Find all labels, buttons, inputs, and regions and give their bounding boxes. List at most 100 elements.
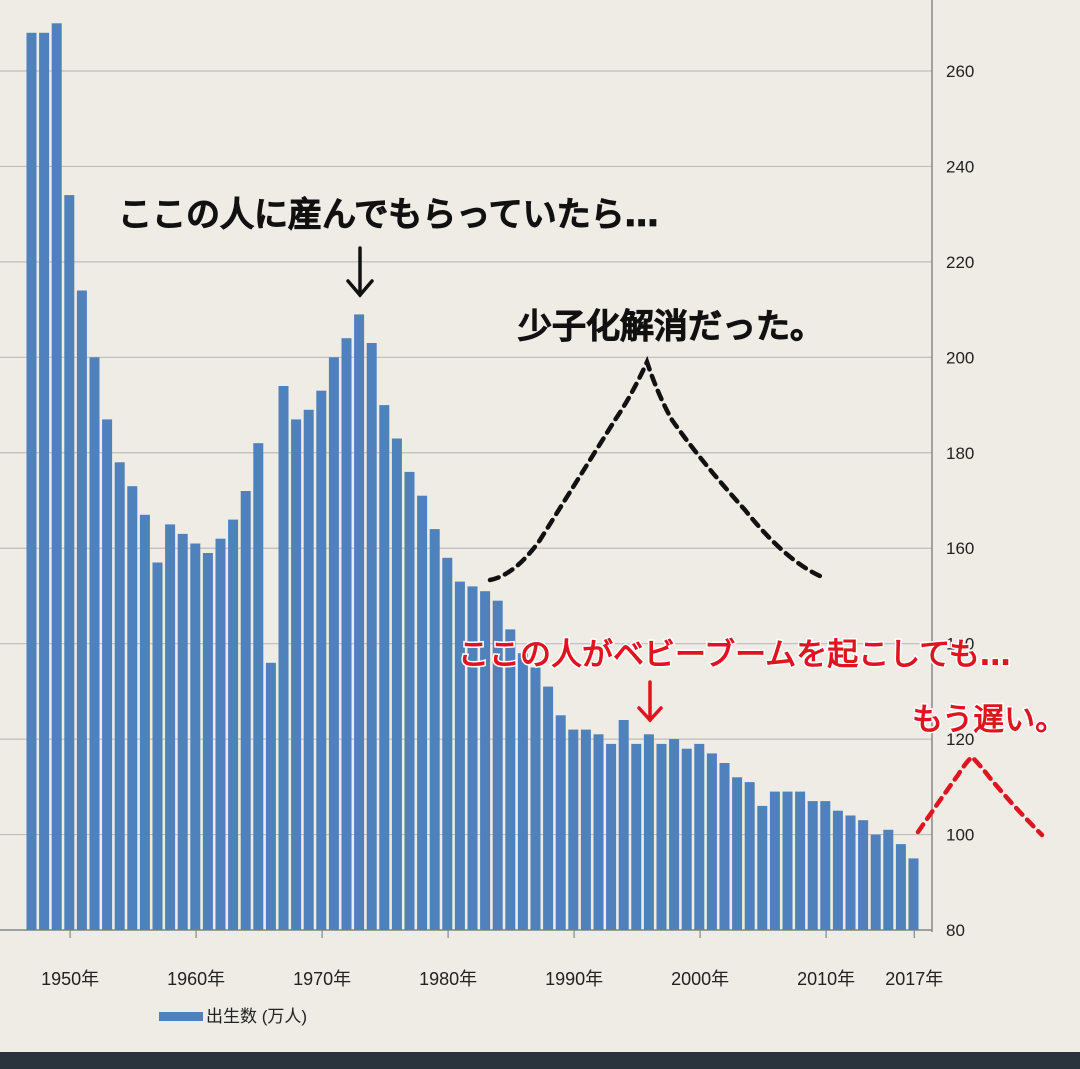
bars (26, 23, 919, 931)
y-tick-180: 180 (946, 444, 974, 463)
bar-1970 (316, 390, 327, 930)
bar-2014 (870, 834, 881, 930)
bar-2005 (757, 805, 768, 930)
bar-1971 (328, 357, 339, 930)
bar-2007 (782, 791, 793, 930)
bar-2011 (832, 810, 843, 930)
bar-1962 (215, 538, 226, 930)
bar-1968 (291, 419, 302, 930)
x-tick-1970: 1970年 (293, 969, 351, 989)
bar-2013 (858, 820, 869, 930)
annotation-late-text: もう遅い。 (912, 702, 1066, 738)
bar-1988 (543, 686, 554, 930)
bar-2006 (769, 791, 780, 930)
x-tick-1950: 1950年 (41, 969, 99, 989)
bar-2000 (694, 743, 705, 930)
bar-1956 (139, 514, 150, 930)
bar-1992 (593, 734, 604, 930)
bar-1961 (202, 553, 213, 930)
bar-1972 (341, 338, 352, 930)
bar-1949 (51, 23, 62, 931)
bar-1960 (190, 543, 201, 930)
bar-1964 (240, 491, 251, 930)
y-tick-80: 80 (946, 921, 965, 940)
bar-2003 (732, 777, 743, 930)
bar-1947 (26, 32, 37, 931)
bar-1966 (265, 662, 276, 930)
bar-1984 (492, 600, 503, 930)
bottom-bar (0, 1052, 1080, 1069)
legend-swatch (159, 1012, 203, 1021)
bar-1979 (429, 529, 440, 930)
bar-1948 (39, 32, 50, 931)
bar-2001 (706, 753, 717, 930)
bar-1965 (253, 443, 264, 930)
y-tick-240: 240 (946, 157, 974, 176)
y-tick-140: 140 (946, 635, 974, 654)
bar-1985 (505, 629, 516, 930)
bar-1969 (303, 409, 314, 930)
bar-1989 (555, 715, 566, 931)
bar-1998 (669, 739, 680, 930)
bar-1973 (354, 314, 365, 930)
annotation-peak-text: ここの人に産んでもらっていたら… (118, 195, 659, 235)
bar-1957 (152, 562, 163, 930)
x-tick-1960: 1960年 (167, 969, 225, 989)
bar-1980 (442, 557, 453, 930)
red-down-arrow-icon (637, 680, 663, 723)
y-tick-120: 120 (946, 730, 974, 749)
bar-1977 (404, 471, 415, 930)
x-tick-1990: 1990年 (545, 969, 603, 989)
bar-2010 (820, 801, 831, 930)
bar-1987 (530, 667, 541, 930)
bar-2017 (908, 858, 919, 930)
bar-1999 (681, 748, 692, 930)
bar-1955 (127, 486, 138, 930)
bar-1990 (568, 729, 579, 930)
bar-1952 (89, 357, 100, 930)
bar-1981 (454, 581, 465, 930)
bar-1954 (114, 462, 125, 930)
y-tick-220: 220 (946, 253, 974, 272)
bar-1974 (366, 343, 377, 930)
bar-1967 (278, 386, 289, 930)
bar-1995 (631, 743, 642, 930)
down-arrow-icon (346, 246, 374, 298)
bar-2015 (883, 829, 894, 930)
bar-1978 (417, 495, 428, 930)
y-tick-100: 100 (946, 826, 974, 845)
bar-2004 (744, 782, 755, 930)
late-boom-curve (915, 753, 1045, 838)
annotation-boom-text: ここの人がベビーブームを起こしても… (458, 637, 1011, 673)
bar-1983 (480, 591, 491, 930)
bar-1963 (228, 519, 239, 930)
bar-2009 (807, 801, 818, 930)
bar-1991 (580, 729, 591, 930)
annotation-resolve-text: 少子化解消だった。 (518, 307, 824, 347)
bar-1950 (64, 195, 75, 931)
bar-1958 (165, 524, 176, 930)
bar-1994 (618, 720, 629, 930)
bar-1993 (606, 743, 617, 930)
x-tick-2017: 2017年 (885, 969, 943, 989)
bar-1982 (467, 586, 478, 930)
bar-1986 (517, 653, 528, 930)
y-tick-labels: 80 100 120 140 160 180 200 220 240 260 (946, 62, 974, 940)
bar-1976 (391, 438, 402, 930)
y-tick-200: 200 (946, 348, 974, 367)
x-tick-labels: 1950年 1960年 1970年 1980年 1990年 2000年 2010年 2017年 (41, 930, 943, 989)
bar-1959 (177, 533, 188, 930)
bar-1953 (102, 419, 113, 930)
bar-2016 (895, 844, 906, 930)
y-tick-160: 160 (946, 539, 974, 558)
bar-1996 (643, 734, 654, 930)
legend-label: 出生数 (万人) (206, 1007, 307, 1026)
x-tick-1980: 1980年 (419, 969, 477, 989)
bar-1997 (656, 743, 667, 930)
hypothetical-boom-curve (487, 355, 823, 583)
bar-2002 (719, 763, 730, 930)
bar-2012 (845, 815, 856, 930)
y-tick-260: 260 (946, 62, 974, 81)
